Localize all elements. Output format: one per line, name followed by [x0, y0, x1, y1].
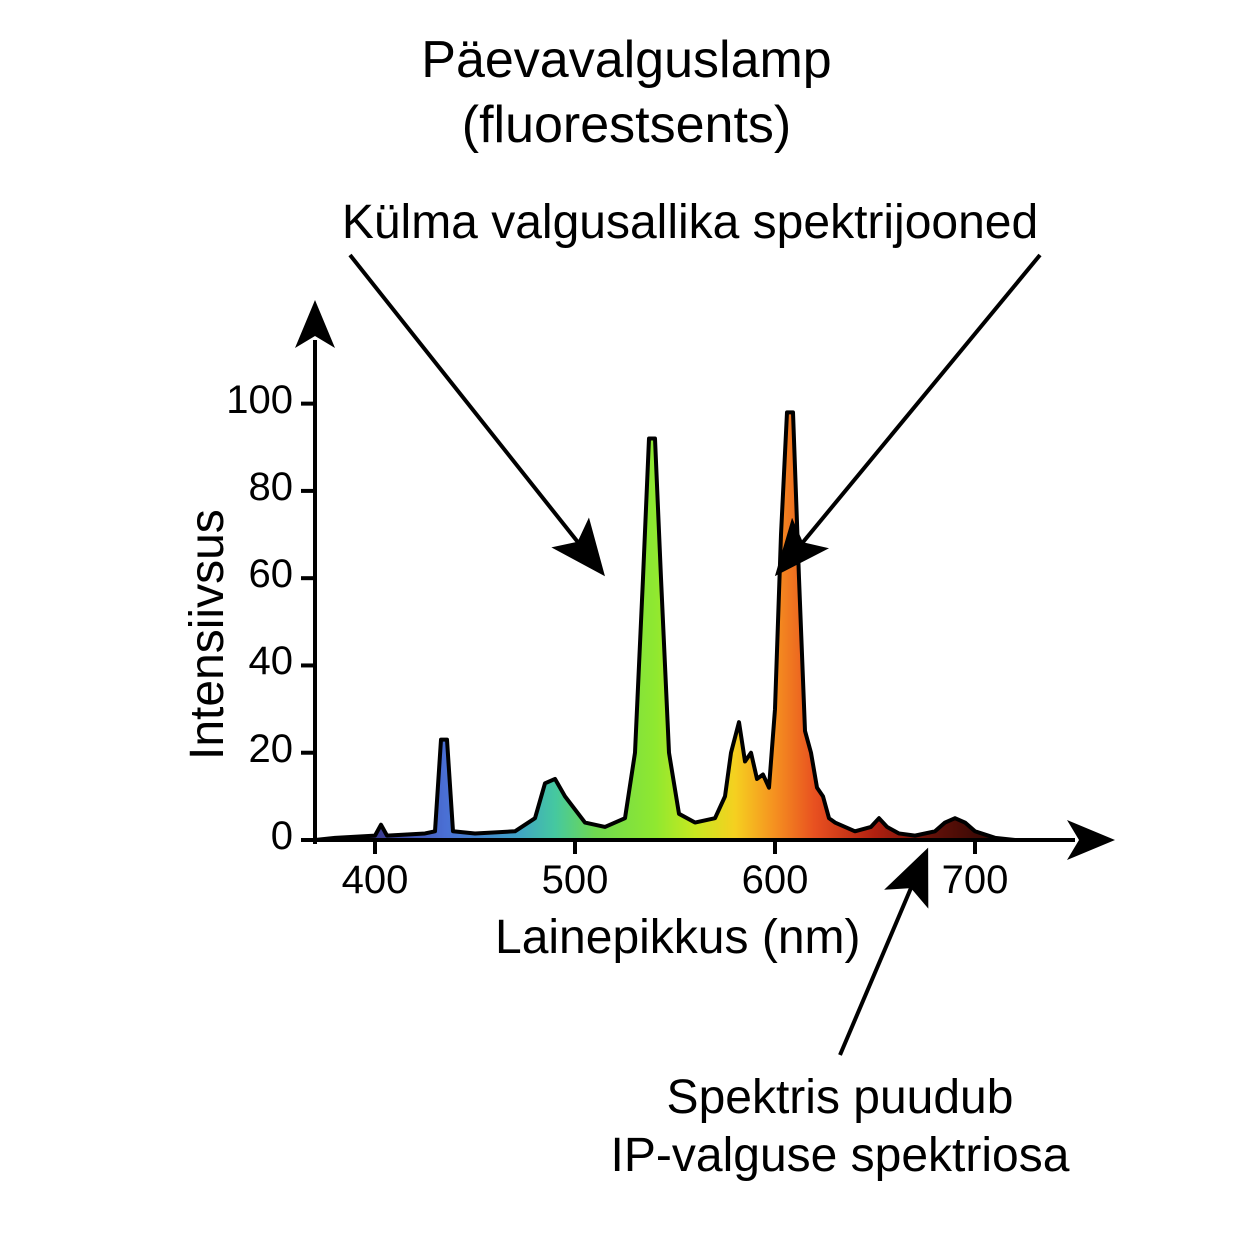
x-tick-label: 600	[730, 858, 820, 903]
x-tick-label: 400	[330, 858, 420, 903]
spectrum-plot	[0, 0, 1253, 1253]
y-tick-label: 20	[203, 727, 293, 772]
y-tick-label: 80	[203, 465, 293, 510]
x-tick-label: 500	[530, 858, 620, 903]
y-tick-label: 60	[203, 552, 293, 597]
y-tick-label: 100	[203, 378, 293, 423]
figure-container: Päevavalguslamp (fluorestsents) Külma va…	[0, 0, 1253, 1253]
x-tick-label: 700	[930, 858, 1020, 903]
y-tick-label: 40	[203, 639, 293, 684]
y-tick-label: 0	[203, 814, 293, 859]
